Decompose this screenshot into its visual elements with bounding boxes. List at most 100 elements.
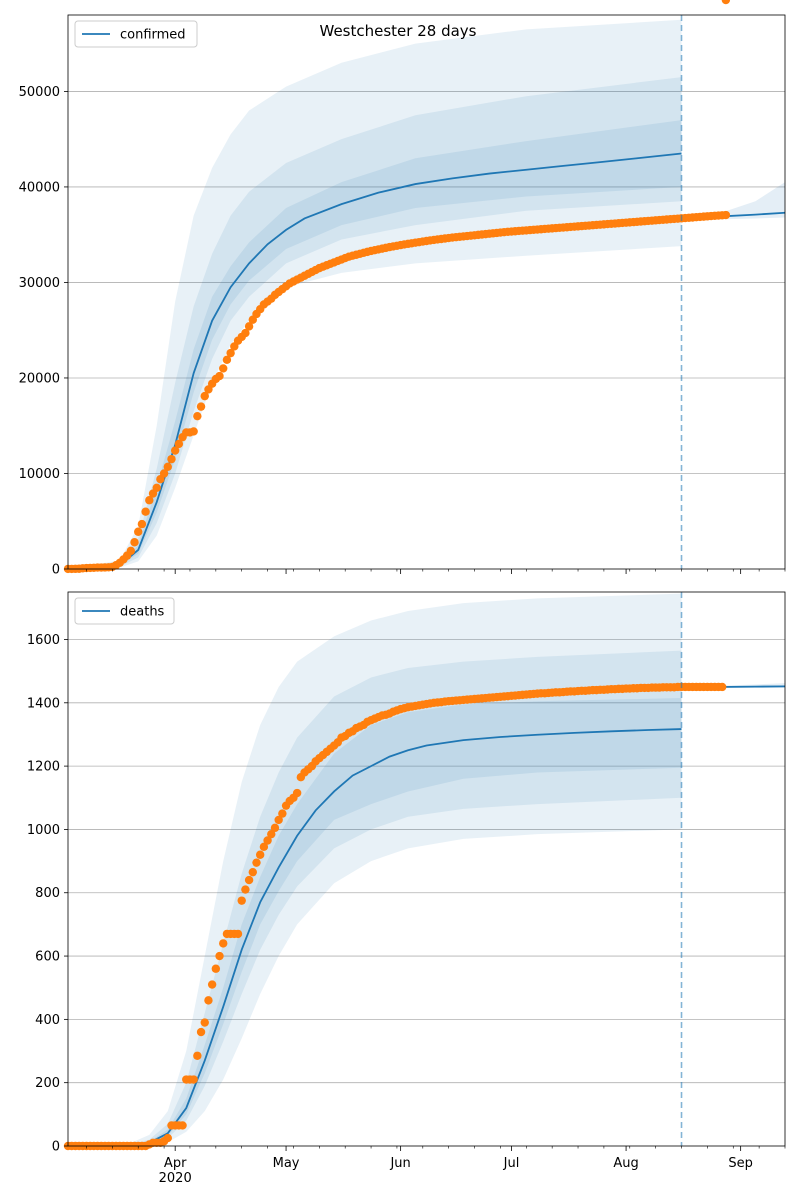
x-tick-label: Jun [389, 1156, 410, 1171]
y-tick-label: 400 [35, 1013, 60, 1028]
observed-point [267, 829, 276, 839]
observed-point [159, 469, 169, 478]
model-series-line [67, 728, 682, 1147]
x-axis-ticks [86, 569, 786, 574]
observed-point [721, 0, 731, 5]
observed-point [178, 1121, 187, 1130]
observed-point [145, 496, 154, 505]
legend: confirmed [74, 20, 198, 48]
y-axis-ticks: 0 10000 20000 30000 40000 50000 [19, 85, 68, 578]
observed-point [241, 328, 250, 338]
observed-point [215, 371, 224, 381]
y-tick-label: 40000 [19, 180, 60, 195]
x-tick-label: Jul [503, 1156, 520, 1171]
x-tick-label: Apr [164, 1156, 187, 1171]
observed-point [248, 867, 257, 877]
observed-point [200, 1018, 209, 1027]
observed-point [233, 929, 243, 939]
observed-point [189, 1075, 198, 1084]
panel-confirmed: 0 10000 20000 30000 40000 50000 Westchester 2… [19, 14, 786, 578]
uncertainty-band [68, 593, 682, 1146]
observed-point [152, 483, 161, 493]
uncertainty-bands [68, 19, 682, 569]
y-axis-ticks: 0 200 400 600 800 1000 1200 1400 1600 [27, 633, 68, 1155]
observed-point [237, 896, 246, 905]
observed-point [163, 1133, 172, 1143]
uncertainty-band [68, 650, 682, 1146]
uncertainty-bands [68, 593, 682, 1146]
projection-band [681, 182, 785, 222]
observed-point [200, 391, 209, 401]
plot-frame [67, 14, 786, 570]
legend: deaths [74, 597, 175, 625]
y-tick-label: 10000 [19, 467, 60, 482]
y-tick-label: 1600 [27, 633, 60, 648]
model-line [67, 728, 682, 1147]
legend-label: confirmed [120, 28, 186, 43]
observed-point [244, 322, 254, 331]
y-tick-label: 0 [52, 1140, 60, 1155]
uncertainty-band [68, 77, 682, 569]
observed-point [193, 1051, 202, 1060]
y-tick-label: 1000 [27, 823, 60, 838]
observed-point [167, 454, 176, 464]
x-tick-label: Sep [728, 1156, 753, 1171]
plot-frame [67, 591, 786, 1147]
observed-point [278, 809, 287, 818]
observed-point [215, 951, 224, 961]
y-tick-label: 200 [35, 1076, 60, 1091]
y-tick-label: 50000 [19, 85, 60, 100]
observed-point [189, 427, 198, 436]
observed-point [259, 842, 269, 852]
observed-point [219, 364, 228, 373]
grid-lines [68, 91, 785, 474]
observed-point [211, 964, 221, 973]
observed-point [126, 546, 136, 556]
observed-point [263, 836, 272, 845]
uncertainty-band [68, 698, 682, 1146]
observed-points [63, 210, 731, 574]
observed-point [170, 446, 180, 455]
observed-point [226, 348, 235, 358]
observed-point [130, 538, 139, 547]
y-tick-label: 30000 [19, 276, 60, 291]
observed-point [137, 519, 147, 529]
observed-point [255, 850, 265, 859]
observed-point [134, 527, 143, 536]
observed-point [270, 823, 280, 833]
observed-point [196, 402, 206, 411]
observed-point [174, 439, 184, 449]
observed-point [196, 1027, 206, 1037]
x-tick-year-label: 2020 [159, 1171, 192, 1186]
observed-point [717, 682, 727, 692]
x-tick-label: Aug [613, 1156, 638, 1171]
uncertainty-band [68, 19, 682, 569]
observed-point [292, 788, 302, 798]
observed-point [207, 980, 217, 989]
y-tick-label: 20000 [19, 371, 60, 386]
observed-point [222, 355, 232, 365]
uncertainty-band [68, 120, 682, 569]
observed-point [721, 210, 731, 220]
observed-point [244, 875, 254, 885]
observed-point [141, 507, 150, 516]
y-tick-label: 0 [52, 563, 60, 578]
y-tick-label: 600 [35, 950, 60, 965]
observed-point [241, 885, 250, 894]
legend-box [74, 597, 175, 625]
observed-point [252, 858, 261, 867]
legend-label: deaths [120, 605, 165, 620]
observed-point [163, 462, 172, 471]
observed-point [219, 939, 228, 948]
observed-point [274, 815, 283, 825]
y-tick-label: 1400 [27, 696, 60, 711]
y-tick-label: 1200 [27, 760, 60, 775]
y-tick-label: 800 [35, 886, 60, 901]
x-tick-label: May [273, 1156, 300, 1171]
figure-title: Westchester 28 days [320, 22, 477, 40]
observed-point [193, 411, 202, 421]
legend-box [74, 20, 198, 48]
